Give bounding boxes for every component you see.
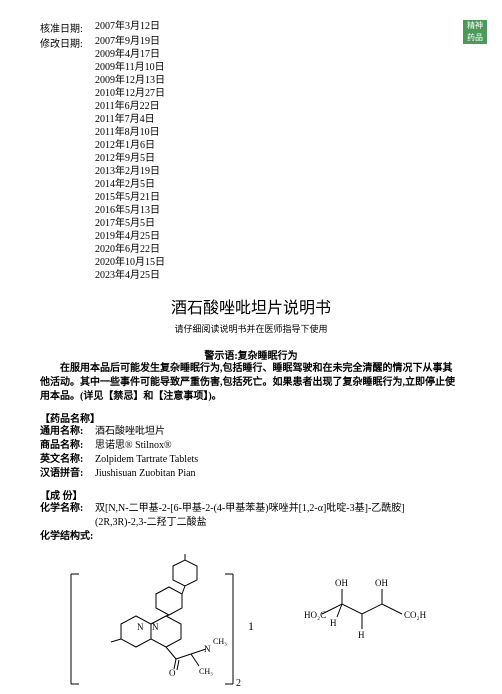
- pinyin-value: Jiushisuan Zuobitan Pian: [95, 467, 462, 481]
- svg-text:2: 2: [236, 678, 241, 689]
- revision-date-label: 修改日期:: [40, 35, 95, 50]
- tartrate-structure-icon: HO₂C CO₂H OH OH H H: [302, 554, 442, 644]
- revision-date-item: 2011年7月4日: [95, 113, 165, 126]
- revision-date-item: 2009年11月10日: [95, 61, 165, 74]
- composition-section: 【成 份】: [40, 487, 462, 502]
- english-name-label: 英文名称:: [40, 453, 95, 467]
- svg-text:HO₂C: HO₂C: [304, 610, 326, 620]
- revision-date-item: 2012年9月5日: [95, 152, 165, 165]
- revision-date-item: 2020年10月15日: [95, 256, 165, 269]
- svg-text:H: H: [330, 618, 337, 628]
- revision-date-item: 2020年6月22日: [95, 243, 165, 256]
- badge-line1: 精神: [463, 20, 487, 32]
- approval-date-label: 核准日期:: [40, 20, 95, 35]
- structure-label: 化学结构式:: [40, 530, 115, 544]
- revision-date-item: 2007年9月19日: [95, 35, 165, 48]
- warning-body: 在服用本品后可能发生复杂睡眠行为,包括睡行、睡眠驾驶和在未完全清醒的情况下从事其…: [40, 362, 462, 404]
- svg-text:OH: OH: [335, 578, 348, 588]
- trade-name-value: 思诺思® Stilnox®: [95, 439, 462, 453]
- revision-date-item: 2009年12月13日: [95, 74, 165, 87]
- svg-text:N: N: [152, 622, 159, 632]
- badge-line2: 药品: [463, 32, 487, 44]
- chemical-name-value2: (2R,3R)-2,3-二羟丁二酸盐: [95, 516, 462, 530]
- svg-text:N: N: [204, 644, 211, 654]
- svg-text:OH: OH: [375, 578, 388, 588]
- revision-date-item: 2017年5月5日: [95, 217, 165, 230]
- revision-date-item: 2011年6月22日: [95, 100, 165, 113]
- revision-date-item: 2019年4月25日: [95, 230, 165, 243]
- approval-date-value: 2007年3月12日: [95, 20, 160, 33]
- drug-name-section: 【药品名称】: [40, 410, 462, 425]
- svg-text:CH₃: CH₃: [213, 637, 227, 646]
- chemical-name-value: 双[N,N-二甲基-2-[6-甲基-2-(4-甲基苯基)咪唑并[1,2-α]吡啶…: [95, 502, 462, 516]
- revision-date-item: 2014年2月5日: [95, 178, 165, 191]
- english-name-value: Zolpidem Tartrate Tablets: [95, 453, 462, 467]
- revision-date-list: 2007年9月19日2009年4月17日2009年11月10日2009年12月1…: [95, 35, 165, 282]
- svg-text:CH₃: CH₃: [199, 667, 213, 676]
- trade-name-label: 商品名称:: [40, 439, 95, 453]
- document-subtitle: 请仔细阅读说明书并在医师指导下使用: [40, 322, 462, 335]
- revision-date-item: 2009年4月17日: [95, 48, 165, 61]
- revision-date-item: 2010年12月27日: [95, 87, 165, 100]
- revision-date-item: 2013年2月19日: [95, 165, 165, 178]
- chemical-name-label: 化学名称:: [40, 502, 95, 516]
- page-number: 1: [248, 619, 254, 634]
- generic-name-label: 通用名称:: [40, 425, 95, 439]
- revision-date-item: 2023年4月25日: [95, 269, 165, 282]
- revision-date-item: 2015年5月21日: [95, 191, 165, 204]
- psychotropic-badge: 精神 药品: [463, 20, 487, 44]
- generic-name-value: 酒石酸唑吡坦片: [95, 425, 462, 439]
- revision-date-item: 2011年8月10日: [95, 126, 165, 139]
- warning-heading: 警示语:复杂睡眠行为: [40, 347, 462, 362]
- pinyin-label: 汉语拼音:: [40, 467, 95, 481]
- svg-text:O: O: [169, 668, 176, 678]
- revision-date-item: 2016年5月13日: [95, 204, 165, 217]
- svg-text:N: N: [137, 622, 144, 632]
- svg-text:CO₂H: CO₂H: [404, 610, 427, 620]
- svg-text:H: H: [358, 630, 365, 640]
- zolpidem-structure-icon: N N N O CH₃ CH₃ 2: [61, 554, 261, 694]
- chemical-name-blank: [40, 516, 95, 530]
- revision-date-item: 2012年1月6日: [95, 139, 165, 152]
- document-title: 酒石酸唑吡坦片说明书: [40, 294, 462, 318]
